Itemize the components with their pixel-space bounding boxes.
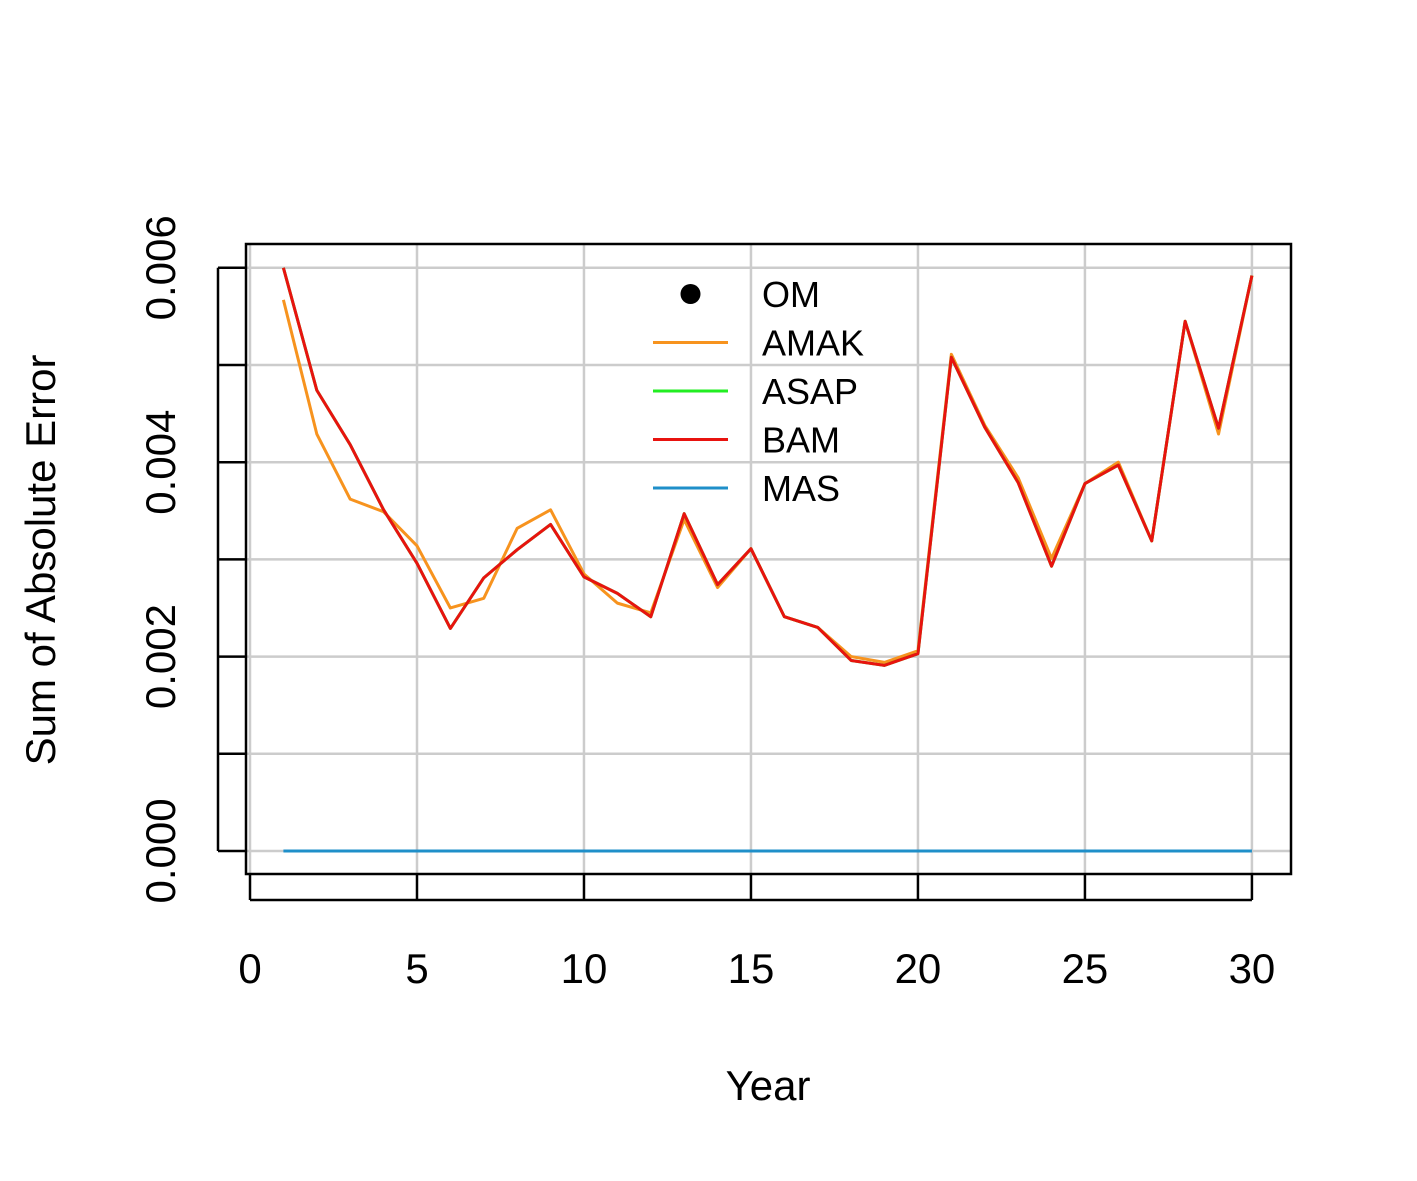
y-tick-label: 0.002 xyxy=(137,604,184,709)
x-axis-label: Year xyxy=(726,1062,811,1109)
y-tick-label: 0.000 xyxy=(137,798,184,903)
x-tick-label: 5 xyxy=(405,945,428,992)
series-line xyxy=(281,267,1254,667)
x-tick-label: 0 xyxy=(238,945,261,992)
legend-label: OM xyxy=(762,274,820,315)
y-tick-label: 0.006 xyxy=(137,215,184,320)
x-tick-label: 15 xyxy=(728,945,775,992)
x-tick-label: 30 xyxy=(1229,945,1276,992)
legend-label: MAS xyxy=(762,468,840,509)
legend-symbol xyxy=(680,284,701,304)
y-axis-label: Sum of Absolute Error xyxy=(17,355,64,766)
legend-label: BAM xyxy=(762,420,840,461)
legend-label: ASAP xyxy=(762,371,858,412)
y-tick-label: 0.004 xyxy=(137,410,184,515)
x-tick-label: 10 xyxy=(561,945,608,992)
legend-label: AMAK xyxy=(762,323,864,364)
x-tick-label: 20 xyxy=(895,945,942,992)
x-tick-label: 25 xyxy=(1062,945,1109,992)
